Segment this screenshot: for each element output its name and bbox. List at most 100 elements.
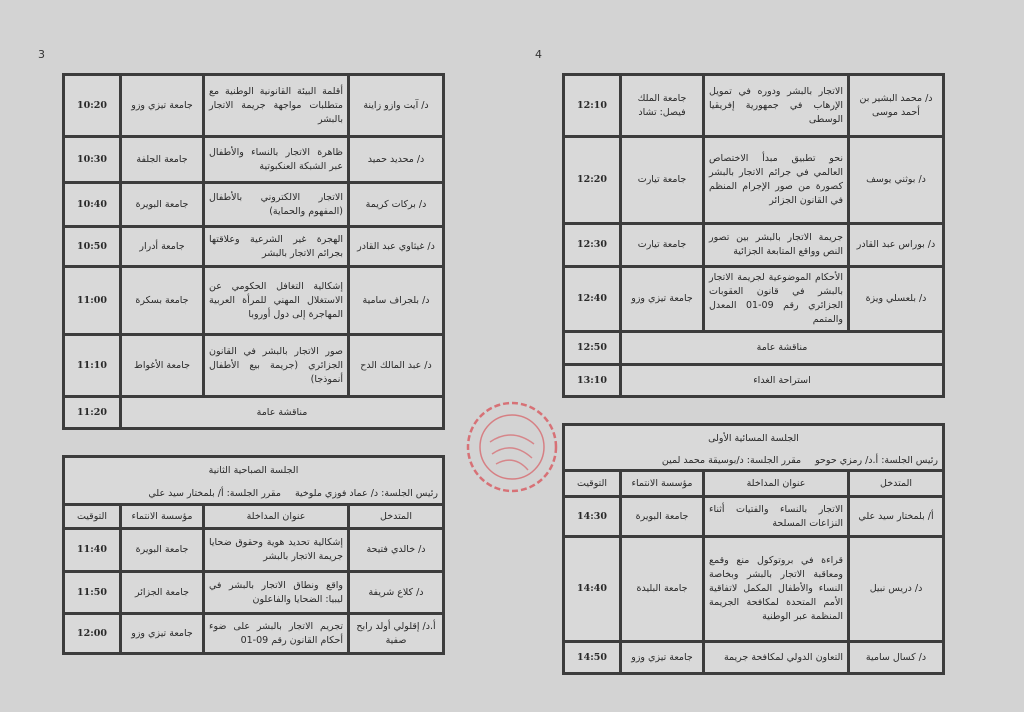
- talk-title: إشكالية تحديد هوية وحقوق ضحايا جريمة الا…: [202, 527, 350, 573]
- speaker-university: جامعة تيزي وزو: [619, 265, 705, 333]
- speaker-name: أ.د/ إقلولي أولد رابح صفية: [347, 612, 445, 655]
- speaker-university: جامعة الجزائر: [119, 570, 205, 615]
- session-rapporteur: مقرر الجلسة: د/بوسيقة محمد لمين: [661, 454, 802, 466]
- speaker-name: د/ كلاع شريفة: [347, 570, 445, 615]
- session-chair: رئيس الجلسة: د/ عماد فوزي ملوخية: [294, 487, 438, 499]
- time-slot: 12:40: [562, 265, 622, 333]
- speaker-name: د/ بوراس عبد القادر: [847, 222, 945, 268]
- talk-title: الأحكام الموضوعية لجريمة الاتجار بالبشر …: [702, 265, 850, 333]
- schedule-table-morning-second: الجلسة الصباحية الثانية رئيس الجلسة: د/ ع…: [62, 455, 445, 655]
- schedule-table-morning-first-continued: د/ آيت وازو زاينة أقلمة البيئة القانونية …: [62, 73, 445, 430]
- speaker-university: جامعة الجلفة: [119, 135, 205, 184]
- session-chair-line: رئيس الجلسة: أ.د/ رمزي حوحو مقرر الجلسة: …: [561, 452, 946, 472]
- speaker-university: جامعة البويرة: [119, 527, 205, 573]
- page-number-right: 4: [535, 48, 542, 61]
- schedule-row: د/ بلجراف سامية إشكالية التغافل الحكومي ع…: [62, 265, 445, 336]
- speaker-name: د/ بلجراف سامية: [347, 265, 445, 336]
- talk-title: الاتجار الالكتروني بالأطفال (المفهوم وال…: [202, 181, 350, 228]
- column-header-title: عنوان المداخلة: [202, 503, 350, 530]
- session-rapporteur: مقرر الجلسة: أ/ بلمختار سيد علي: [148, 487, 281, 499]
- schedule-row: د/ بوراس عبد القادر جريمة الاتجار بالبشر …: [562, 222, 945, 268]
- schedule-table-midday: د/ محمد البشير بن أحمد موسى الاتجار بالبش…: [562, 73, 945, 398]
- time-slot: 11:50: [62, 570, 122, 615]
- talk-title: الهجرة غير الشرعية وعلاقتها بجرائم الاتج…: [202, 225, 350, 268]
- general-item-label: مناقشة عامة: [619, 330, 945, 366]
- talk-title: قراءة في بروتوكول منع وقمع ومعاقبة الاتج…: [702, 535, 851, 643]
- speaker-university: جامعة البويرة: [619, 495, 706, 538]
- speaker-name: أ/ بلمختار سيد علي: [847, 495, 946, 538]
- speaker-university: جامعة تيارت: [619, 222, 705, 268]
- time-slot: 12:10: [562, 73, 622, 138]
- schedule-row: د/ بوثني يوسف نحو تطبيق مبدأ الاختصاص الع…: [562, 135, 945, 225]
- session-title: الجلسة الصباحية الثانية: [62, 455, 445, 485]
- schedule-row: د/ دريس نبيل قراءة في بروتوكول منع وقمع و…: [561, 535, 946, 643]
- time-slot: 12:30: [562, 222, 622, 268]
- talk-title: التعاون الدولي لمكافحة جريمة: [702, 640, 851, 675]
- speaker-name: د/ محمد البشير بن أحمد موسى: [847, 73, 945, 138]
- general-row: استراحة الغداء 13:10: [562, 363, 945, 398]
- speaker-university: جامعة تيزي وزو: [119, 73, 205, 138]
- schedule-row: د/ خالدي فتيحة إشكالية تحديد هوية وحقوق ض…: [62, 527, 445, 573]
- time-slot: 11:40: [62, 527, 122, 573]
- column-header-time: التوقيت: [62, 503, 122, 530]
- column-header-speaker: المتدخل: [847, 469, 946, 498]
- time-slot: 10:20: [62, 73, 122, 138]
- time-slot: 14:40: [561, 535, 623, 643]
- red-circular-seal-icon: [466, 401, 558, 493]
- talk-title: أقلمة البيئة القانونية الوطنية مع متطلبا…: [202, 73, 350, 138]
- session-chair: رئيس الجلسة: أ.د/ رمزي حوحو: [815, 454, 939, 466]
- talk-title: جريمة الاتجار بالبشر بين تصور النص وواقع…: [702, 222, 850, 268]
- speaker-university: جامعة تيزي وزو: [119, 612, 205, 655]
- time-slot: 12:20: [562, 135, 622, 225]
- speaker-name: د/ بركات كريمة: [347, 181, 445, 228]
- general-row: مناقشة عامة 11:20: [62, 395, 445, 430]
- page-number-left: 3: [38, 48, 45, 61]
- speaker-university: جامعة البويرة: [119, 181, 205, 228]
- schedule-row: د/ آيت وازو زاينة أقلمة البيئة القانونية …: [62, 73, 445, 138]
- talk-title: صور الاتجار بالبشر في القانون الجزائري (…: [202, 333, 350, 398]
- time-slot: 11:10: [62, 333, 122, 398]
- schedule-row: د/ بلعسلي ويزة الأحكام الموضوعية لجريمة ا…: [562, 265, 945, 333]
- time-slot: 10:50: [62, 225, 122, 268]
- time-slot: 11:20: [62, 395, 122, 430]
- time-slot: 13:10: [562, 363, 622, 398]
- schedule-row: د/ كسال سامية التعاون الدولي لمكافحة جريم…: [561, 640, 946, 675]
- time-slot: 12:50: [562, 330, 622, 366]
- talk-title: الاتجار بالبشر ودوره في تمويل الإرهاب في…: [702, 73, 850, 138]
- speaker-name: د/ محديد حميد: [347, 135, 445, 184]
- schedule-row: د/ بركات كريمة الاتجار الالكتروني بالأطفا…: [62, 181, 445, 228]
- time-slot: 11:00: [62, 265, 122, 336]
- speaker-name: د/ غيثاوي عبد القادر: [347, 225, 445, 268]
- column-header-time: التوقيت: [561, 469, 623, 498]
- speaker-university: جامعة الأغواط: [119, 333, 205, 398]
- speaker-university: جامعة تيزي وزو: [619, 640, 706, 675]
- column-header-university: مؤسسة الانتماء: [619, 469, 706, 498]
- speaker-university: جامعة أدرار: [119, 225, 205, 268]
- talk-title: نحو تطبيق مبدأ الاختصاص العالمي في جرائم…: [702, 135, 850, 225]
- speaker-university: جامعة الملك فيصل: تشاد: [619, 73, 705, 138]
- time-slot: 10:30: [62, 135, 122, 184]
- time-slot: 14:30: [561, 495, 623, 538]
- column-header-title: عنوان المداخلة: [702, 469, 851, 498]
- column-header-university: مؤسسة الانتماء: [119, 503, 205, 530]
- schedule-row: أ/ بلمختار سيد علي الاتجار بالنساء والفتي…: [561, 495, 946, 538]
- speaker-name: د/ كسال سامية: [847, 640, 946, 675]
- talk-title: الاتجار بالنساء والفتيات أثناء النزاعات …: [702, 495, 851, 538]
- general-item-label: مناقشة عامة: [119, 395, 445, 430]
- talk-title: واقع ونطاق الاتجار بالبشر في ليبيا: الضح…: [202, 570, 350, 615]
- speaker-university: جامعة تيارت: [619, 135, 705, 225]
- schedule-table-afternoon-first: الجلسة المسائية الأولى رئيس الجلسة: أ.د/ …: [561, 423, 946, 675]
- schedule-row: د/ عبد المالك الدح صور الاتجار بالبشر في …: [62, 333, 445, 398]
- talk-title: تجريم الاتجار بالبشر على ضوء أحكام القان…: [202, 612, 350, 655]
- general-row: مناقشة عامة 12:50: [562, 330, 945, 366]
- time-slot: 12:00: [62, 612, 122, 655]
- session-chair-line: رئيس الجلسة: د/ عماد فوزي ملوخية مقرر الج…: [62, 484, 445, 506]
- speaker-university: جامعة البليدة: [619, 535, 706, 643]
- column-header-speaker: المتدخل: [347, 503, 445, 530]
- schedule-row: د/ غيثاوي عبد القادر الهجرة غير الشرعية و…: [62, 225, 445, 268]
- schedule-row: أ.د/ إقلولي أولد رابح صفية تجريم الاتجار …: [62, 612, 445, 655]
- general-item-label: استراحة الغداء: [619, 363, 945, 398]
- talk-title: ظاهرة الاتجار بالنساء والأطفال عبر الشبك…: [202, 135, 350, 184]
- schedule-row: د/ محديد حميد ظاهرة الاتجار بالنساء والأط…: [62, 135, 445, 184]
